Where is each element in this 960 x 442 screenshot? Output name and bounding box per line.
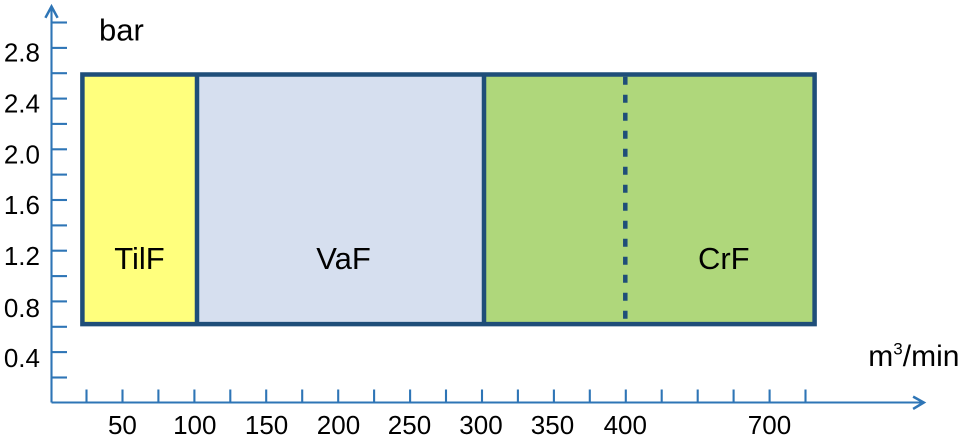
svg-text:2.8: 2.8 [4,37,40,67]
svg-text:0.8: 0.8 [4,293,40,323]
svg-text:350: 350 [531,410,574,440]
svg-text:1.6: 1.6 [4,190,40,220]
svg-text:250: 250 [388,410,431,440]
svg-text:400: 400 [604,410,647,440]
svg-text:TilF: TilF [114,241,165,276]
svg-text:50: 50 [108,410,137,440]
svg-text:100: 100 [173,410,216,440]
svg-text:0.4: 0.4 [4,343,40,373]
svg-text:CrF: CrF [698,241,750,276]
svg-text:2.0: 2.0 [4,139,40,169]
svg-text:200: 200 [317,410,360,440]
svg-text:VaF: VaF [316,241,371,276]
svg-text:1.2: 1.2 [4,241,40,271]
svg-text:2.4: 2.4 [4,89,40,119]
svg-text:700: 700 [748,410,791,440]
svg-text:300: 300 [459,410,502,440]
svg-text:m3/min: m3/min [868,340,959,374]
svg-text:bar: bar [99,13,144,48]
svg-text:150: 150 [245,410,288,440]
